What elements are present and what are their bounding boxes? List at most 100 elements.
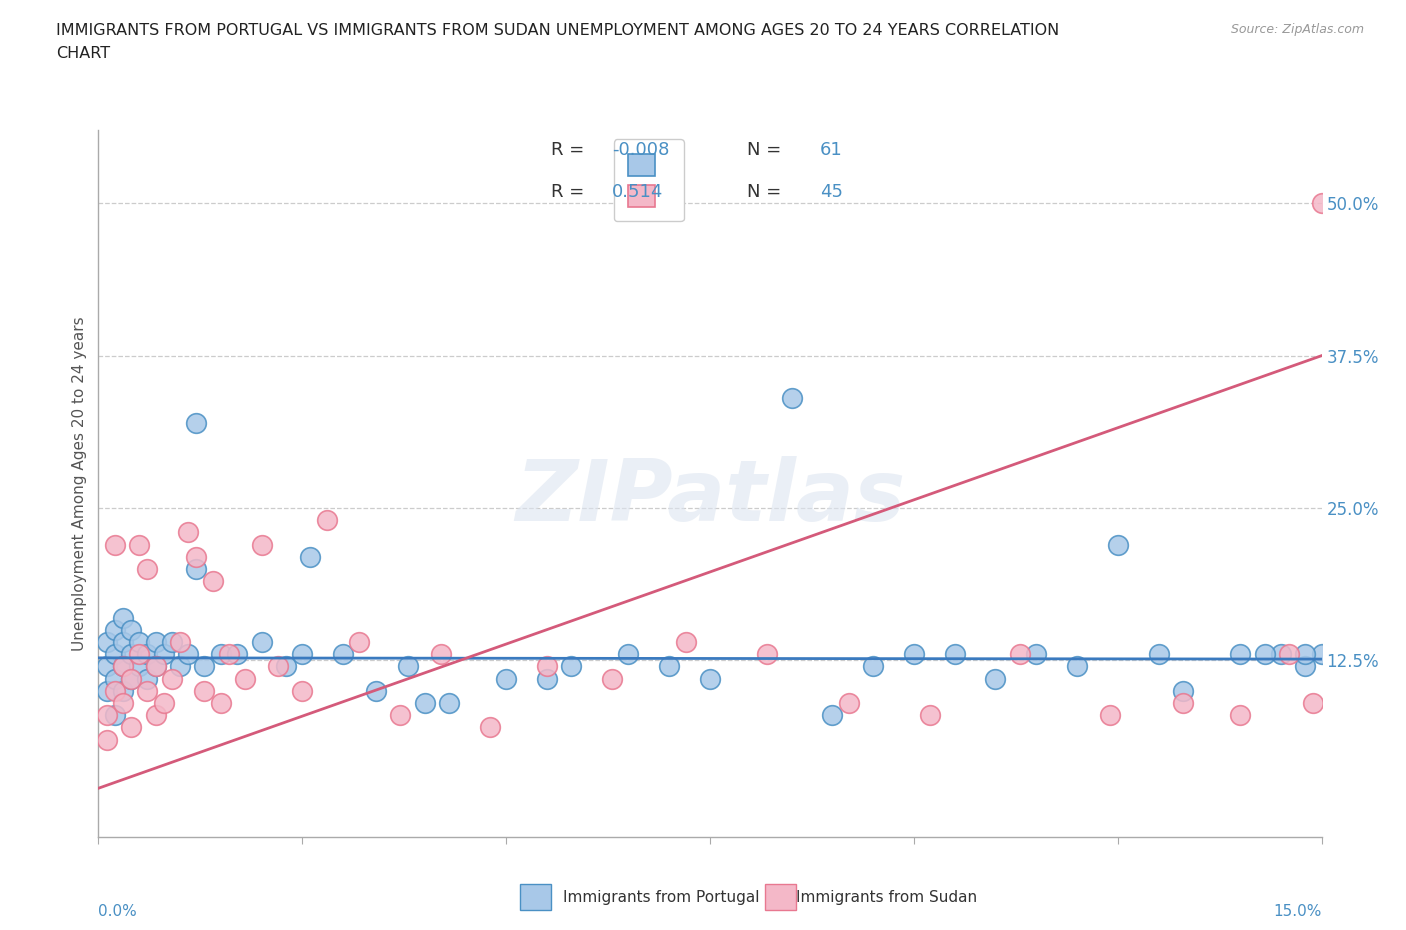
Point bbox=[111, 659, 134, 674]
Point bbox=[560, 659, 582, 674]
Point bbox=[495, 671, 517, 686]
Text: Immigrants from Sudan: Immigrants from Sudan bbox=[796, 890, 977, 905]
Text: IMMIGRANTS FROM PORTUGAL VS IMMIGRANTS FROM SUDAN UNEMPLOYMENT AMONG AGES 20 TO : IMMIGRANTS FROM PORTUGAL VS IMMIGRANTS F… bbox=[56, 23, 1060, 38]
Point bbox=[160, 634, 183, 649]
Point bbox=[756, 646, 779, 661]
Point bbox=[201, 574, 224, 589]
FancyBboxPatch shape bbox=[520, 884, 551, 910]
Point bbox=[186, 415, 208, 430]
Text: 0.0%: 0.0% bbox=[98, 904, 138, 919]
Point bbox=[120, 622, 142, 637]
Point bbox=[1302, 696, 1324, 711]
Point bbox=[120, 671, 142, 686]
Point bbox=[193, 659, 215, 674]
Point bbox=[250, 634, 273, 649]
Point bbox=[430, 646, 453, 661]
Point bbox=[299, 550, 322, 565]
Point bbox=[104, 538, 127, 552]
Point bbox=[136, 646, 159, 661]
Point bbox=[658, 659, 681, 674]
Point bbox=[209, 646, 232, 661]
Text: R =: R = bbox=[551, 183, 585, 201]
Point bbox=[145, 634, 167, 649]
Point bbox=[145, 708, 167, 723]
Point bbox=[1107, 538, 1129, 552]
Point bbox=[291, 646, 314, 661]
Legend: , : , bbox=[613, 140, 685, 221]
Point bbox=[1098, 708, 1121, 723]
Point bbox=[903, 646, 925, 661]
Point bbox=[1310, 196, 1333, 211]
Point bbox=[267, 659, 290, 674]
Text: N =: N = bbox=[747, 183, 780, 201]
Text: Immigrants from Portugal: Immigrants from Portugal bbox=[564, 890, 759, 905]
Point bbox=[413, 696, 436, 711]
Point bbox=[1294, 646, 1316, 661]
Point bbox=[233, 671, 256, 686]
Point bbox=[104, 708, 127, 723]
Point bbox=[1294, 659, 1316, 674]
Point bbox=[169, 659, 191, 674]
FancyBboxPatch shape bbox=[765, 884, 796, 910]
Point bbox=[1310, 646, 1333, 661]
Point bbox=[96, 659, 118, 674]
Point bbox=[111, 634, 134, 649]
Point bbox=[838, 696, 860, 711]
Point bbox=[111, 684, 134, 698]
Point bbox=[1229, 646, 1251, 661]
Point bbox=[1171, 684, 1194, 698]
Point bbox=[152, 646, 174, 661]
Point bbox=[536, 659, 558, 674]
Point bbox=[136, 671, 159, 686]
Point bbox=[104, 622, 127, 637]
Point bbox=[1278, 646, 1301, 661]
Point bbox=[96, 732, 118, 747]
Text: 15.0%: 15.0% bbox=[1274, 904, 1322, 919]
Point bbox=[1066, 659, 1088, 674]
Point bbox=[177, 646, 200, 661]
Point bbox=[1253, 646, 1275, 661]
Point bbox=[96, 634, 118, 649]
Point bbox=[104, 684, 127, 698]
Text: 45: 45 bbox=[820, 183, 844, 201]
Point bbox=[389, 708, 412, 723]
Text: N =: N = bbox=[747, 140, 780, 159]
Point bbox=[186, 562, 208, 577]
Point bbox=[152, 696, 174, 711]
Point bbox=[120, 720, 142, 735]
Point bbox=[209, 696, 232, 711]
Point bbox=[291, 684, 314, 698]
Point bbox=[186, 550, 208, 565]
Point bbox=[193, 684, 215, 698]
Point bbox=[128, 538, 150, 552]
Point bbox=[177, 525, 200, 539]
Point bbox=[96, 708, 118, 723]
Point bbox=[111, 659, 134, 674]
Point bbox=[169, 634, 191, 649]
Text: ZIPatlas: ZIPatlas bbox=[515, 457, 905, 539]
Point bbox=[111, 610, 134, 625]
Point bbox=[780, 391, 803, 405]
Point bbox=[120, 646, 142, 661]
Point bbox=[699, 671, 721, 686]
Text: -0.008: -0.008 bbox=[612, 140, 669, 159]
Point bbox=[862, 659, 884, 674]
Point bbox=[536, 671, 558, 686]
Point bbox=[104, 646, 127, 661]
Point bbox=[332, 646, 354, 661]
Point bbox=[675, 634, 697, 649]
Point bbox=[600, 671, 623, 686]
Text: R =: R = bbox=[551, 140, 585, 159]
Text: 61: 61 bbox=[820, 140, 842, 159]
Point bbox=[218, 646, 240, 661]
Point bbox=[120, 671, 142, 686]
Point bbox=[145, 659, 167, 674]
Point bbox=[226, 646, 249, 661]
Point bbox=[1147, 646, 1170, 661]
Point bbox=[111, 696, 134, 711]
Point bbox=[315, 512, 337, 527]
Point bbox=[478, 720, 501, 735]
Point bbox=[984, 671, 1007, 686]
Point bbox=[1008, 646, 1031, 661]
Text: Source: ZipAtlas.com: Source: ZipAtlas.com bbox=[1230, 23, 1364, 36]
